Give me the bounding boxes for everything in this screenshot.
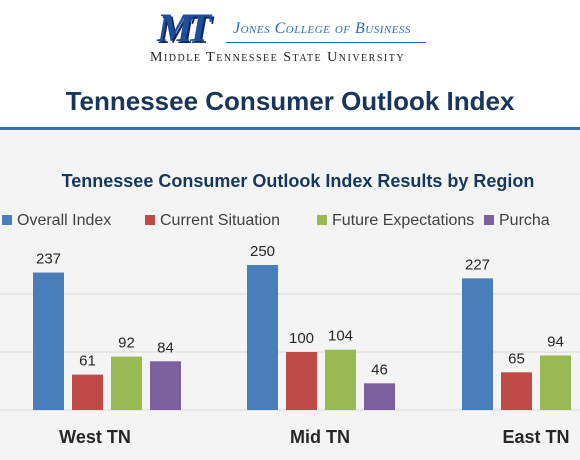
legend-label: Overall Index (17, 212, 111, 229)
bar (33, 272, 64, 410)
university-name: Middle Tennessee State University (150, 50, 406, 65)
chart-x-axis: West TN Mid TN East TN (59, 427, 569, 447)
bar (501, 372, 532, 410)
legend-item: Current Situation (145, 212, 280, 229)
bar (325, 349, 356, 410)
header: MT Jones College of Business Middle Tenn… (0, 0, 580, 150)
bar-value-label: 227 (465, 256, 490, 273)
legend-swatch (484, 215, 494, 225)
bar (111, 356, 142, 410)
bar-value-label: 92 (118, 335, 135, 352)
bar-value-label: 104 (328, 328, 353, 345)
logo-divider (226, 42, 426, 43)
college-name: Jones College of Business (233, 20, 411, 37)
bar (540, 355, 571, 410)
legend-label: Future Expectations (332, 212, 474, 229)
bar-value-label: 46 (371, 361, 388, 378)
bar-value-label: 100 (289, 330, 314, 347)
mtsu-logo: MT (157, 5, 211, 50)
chart-bars (33, 265, 571, 410)
bar-value-label: 237 (36, 251, 61, 268)
chart-title: Tennessee Consumer Outlook Index Results… (62, 171, 535, 191)
bar (247, 265, 278, 410)
bar-value-label: 61 (79, 353, 96, 370)
legend-item: Overall Index (2, 212, 111, 229)
legend-swatch (145, 215, 155, 225)
bar-value-label: 65 (508, 350, 525, 367)
legend-label: Purcha (499, 212, 550, 229)
bar (462, 278, 493, 410)
category-label: Mid TN (290, 427, 350, 447)
bar-value-label: 250 (250, 243, 275, 260)
bar (72, 374, 103, 410)
legend-item: Purcha (484, 212, 550, 229)
category-label: West TN (59, 427, 131, 447)
bar-value-label: 94 (547, 333, 564, 350)
page-title: Tennessee Consumer Outlook Index (65, 86, 515, 116)
chart-value-labels: 237 61 92 84 250 100 104 46 227 65 94 (36, 243, 564, 378)
bar (286, 352, 317, 410)
bar (150, 361, 181, 410)
bar-value-label: 84 (157, 339, 174, 356)
legend-swatch (317, 215, 327, 225)
title-underline (0, 127, 580, 130)
legend-item: Future Expectations (317, 212, 474, 229)
category-label: East TN (502, 427, 569, 447)
legend-label: Current Situation (160, 212, 280, 229)
bar (364, 383, 395, 410)
chart-legend: Overall Index Current Situation Future Exp… (2, 212, 550, 229)
legend-swatch (2, 215, 12, 225)
